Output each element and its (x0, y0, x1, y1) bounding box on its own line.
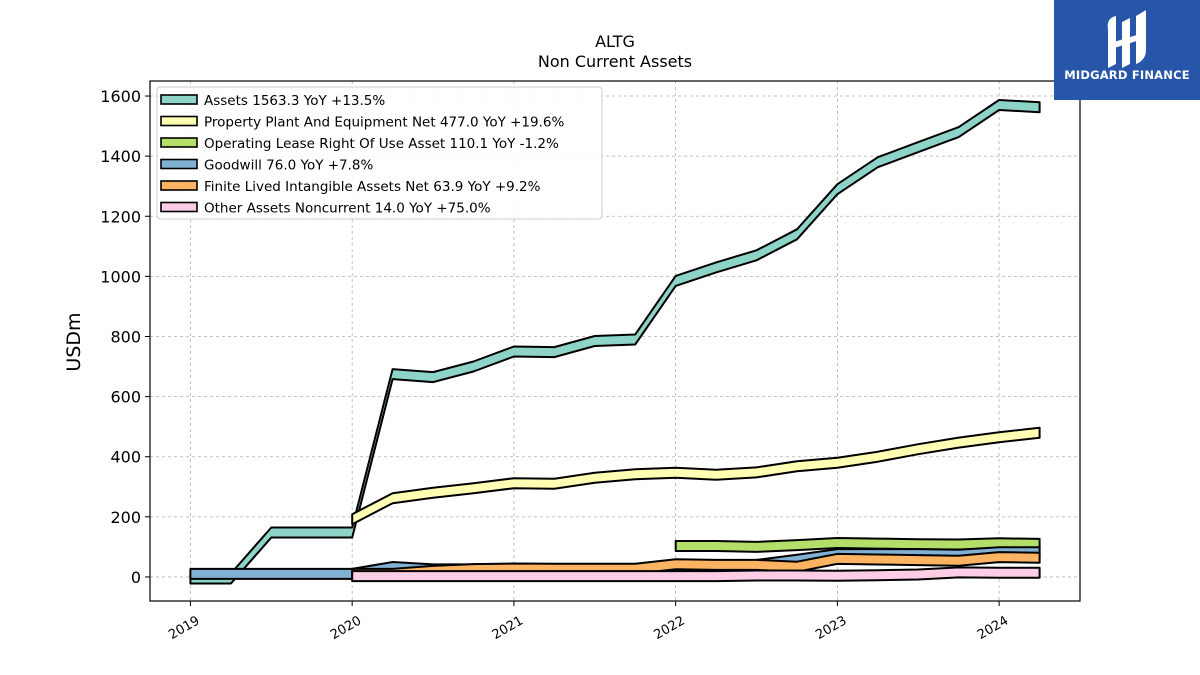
series-band (351, 566, 1041, 583)
x-tick-label: 2021 (490, 613, 526, 643)
series-band (351, 426, 1041, 526)
series-assets (189, 99, 1041, 585)
legend-item: Property Plant And Equipment Net 477.0 Y… (160, 115, 564, 131)
legend: Assets 1563.3 YoY +13.5% Property Plant A… (156, 86, 603, 220)
y-tick-label: 1000 (100, 267, 141, 286)
midgard-logo-icon (1107, 10, 1146, 68)
plot-frame (149, 80, 1081, 602)
chart-title: ALTG (595, 32, 635, 51)
series-other-assets-noncurrent (351, 566, 1041, 583)
y-axis-label: USDm (63, 312, 85, 371)
legend-item: Goodwill 76.0 YoY +7.8% (160, 158, 374, 174)
legend-label: Property Plant And Equipment Net 477.0 Y… (204, 115, 564, 131)
y-tick-label: 1200 (100, 207, 141, 226)
series-band (189, 99, 1041, 585)
legend-swatch (160, 201, 198, 213)
x-tick-label: 2019 (166, 613, 202, 643)
x-axis: 2019 2020 2021 2022 2023 2024 (166, 601, 1011, 643)
series-layer (189, 99, 1041, 585)
x-tick-label: 2022 (651, 613, 687, 643)
legend-label: Operating Lease Right Of Use Asset 110.1… (204, 136, 559, 152)
legend-label: Assets 1563.3 YoY +13.5% (204, 93, 385, 109)
brand-name: MIDGARD FINANCE (1064, 68, 1190, 82)
x-tick-label: 2024 (975, 613, 1011, 643)
legend-item: Assets 1563.3 YoY +13.5% (160, 93, 385, 109)
y-tick-label: 1400 (100, 147, 141, 166)
x-tick-label: 2023 (813, 613, 849, 643)
legend-swatch (160, 158, 198, 170)
legend-swatch (160, 94, 198, 105)
y-tick-label: 400 (110, 448, 141, 467)
legend-label: Finite Lived Intangible Assets Net 63.9 … (204, 179, 541, 195)
legend-item: Other Assets Noncurrent 14.0 YoY +75.0% (160, 201, 491, 217)
brand-logo-box: MIDGARD FINANCE (1054, 0, 1200, 100)
x-tick-label: 2020 (328, 613, 364, 643)
y-tick-label: 0 (131, 568, 141, 587)
grid (150, 81, 1080, 601)
legend-swatch (160, 137, 198, 148)
legend-swatch (160, 115, 198, 127)
legend-item: Finite Lived Intangible Assets Net 63.9 … (160, 179, 541, 195)
y-tick-label: 600 (110, 388, 141, 407)
y-tick-label: 800 (110, 327, 141, 346)
y-axis: 0 200 400 600 800 1000 1200 1400 1600 (100, 87, 150, 587)
legend-label: Other Assets Noncurrent 14.0 YoY +75.0% (204, 201, 491, 217)
y-tick-label: 1600 (100, 87, 141, 106)
y-tick-label: 200 (110, 508, 141, 527)
legend-label: Goodwill 76.0 YoY +7.8% (204, 158, 374, 174)
legend-item: Operating Lease Right Of Use Asset 110.1… (160, 136, 559, 152)
legend-swatch (160, 180, 198, 191)
chart-subtitle: Non Current Assets (538, 52, 692, 71)
series-property-plant-and-equipment-net (351, 426, 1041, 526)
legend-box (156, 86, 603, 220)
